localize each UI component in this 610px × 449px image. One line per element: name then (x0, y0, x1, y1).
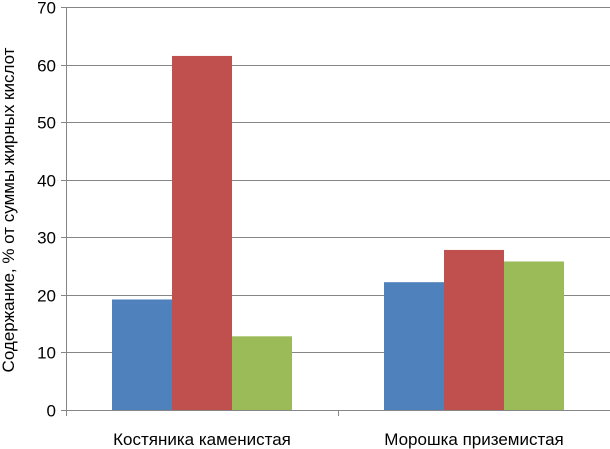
bar-0-2 (232, 336, 292, 410)
bars (112, 55, 564, 410)
bar-0-0 (112, 299, 172, 410)
y-tick-label-30: 30 (37, 229, 56, 248)
y-tick-label-0: 0 (47, 402, 56, 421)
y-tick-labels: 0 10 20 30 40 50 60 70 (37, 0, 56, 421)
y-tick-label-10: 10 (37, 344, 56, 363)
y-axis-title: Содержание, % от суммы жирных кислот (0, 47, 18, 372)
bar-0-1 (172, 55, 232, 410)
y-tick-label-70: 70 (37, 0, 56, 18)
x-category-labels: Костяника каменистая Морошка приземистая (113, 430, 564, 449)
bar-1-1 (444, 249, 504, 410)
x-category-label-0: Костяника каменистая (113, 430, 291, 449)
y-tick-label-20: 20 (37, 287, 56, 306)
bar-1-2 (504, 261, 564, 410)
y-tick-label-60: 60 (37, 57, 56, 76)
y-tick-label-40: 40 (37, 172, 56, 191)
y-tick-label-50: 50 (37, 114, 56, 133)
bar-1-0 (384, 282, 444, 410)
axes (61, 7, 610, 416)
x-category-label-1: Морошка приземистая (384, 430, 564, 449)
gridlines (66, 7, 610, 353)
